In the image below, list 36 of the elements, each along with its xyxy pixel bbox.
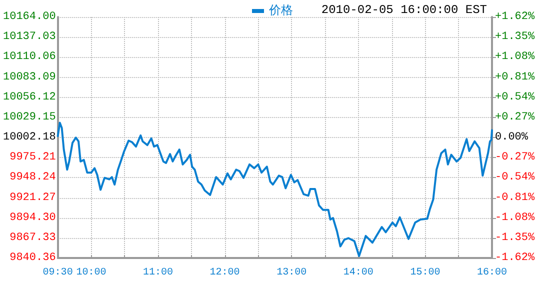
- x-tick-label: 10:00: [76, 268, 106, 278]
- legend-label: 价格: [268, 4, 293, 18]
- y-tick-label: 9921.27: [10, 192, 56, 204]
- y-tick-label: 9975.21: [10, 152, 56, 164]
- y-tick-label: 10110.06: [2, 51, 56, 64]
- y2-tick-label: +0.81%: [495, 71, 536, 84]
- y-tick-label: 10029.15: [2, 111, 56, 124]
- y2-tick-label: +1.08%: [495, 51, 536, 64]
- y-tick-label: 9867.33: [10, 232, 56, 244]
- x-tick-label: 09:30: [42, 268, 73, 278]
- x-tick-label: 13:00: [276, 268, 307, 278]
- y-tick-label: 10137.03: [2, 31, 56, 44]
- y-tick-label: 9894.30: [10, 212, 56, 224]
- y2-tick-label: -1.35%: [495, 232, 536, 244]
- x-tick-label: 16:00: [476, 268, 508, 278]
- y-tick-label: 10056.12: [2, 91, 56, 104]
- y-tick-label: 10083.09: [2, 71, 56, 84]
- x-tick-label: 11:00: [143, 268, 174, 278]
- y-tick-label: 9948.24: [10, 172, 56, 184]
- text: 2010-02-05 16:00:00 EST: [321, 3, 488, 17]
- x-tick-label: 14:00: [343, 268, 374, 278]
- y2-tick-label: +1.35%: [495, 31, 536, 44]
- x-tick-label: 15:00: [410, 268, 440, 278]
- y-tick-label: 9840.36: [10, 252, 56, 264]
- y-tick-label: 10164.00: [2, 11, 56, 23]
- y2-tick-label: +0.27%: [495, 111, 536, 124]
- y2-tick-label: -0.27%: [495, 152, 536, 164]
- y2-tick-label: -1.62%: [495, 252, 536, 264]
- y-tick-label: 10002.18: [2, 132, 56, 144]
- y2-tick-label: -1.08%: [495, 212, 536, 224]
- y2-tick-label: +1.62%: [495, 11, 536, 23]
- y2-tick-label: -0.54%: [495, 172, 536, 184]
- y2-tick-label: 0.00%: [495, 132, 528, 144]
- y2-tick-label: +0.54%: [495, 91, 536, 104]
- x-tick-label: 12:00: [210, 268, 240, 278]
- y2-tick-label: -0.81%: [495, 192, 536, 204]
